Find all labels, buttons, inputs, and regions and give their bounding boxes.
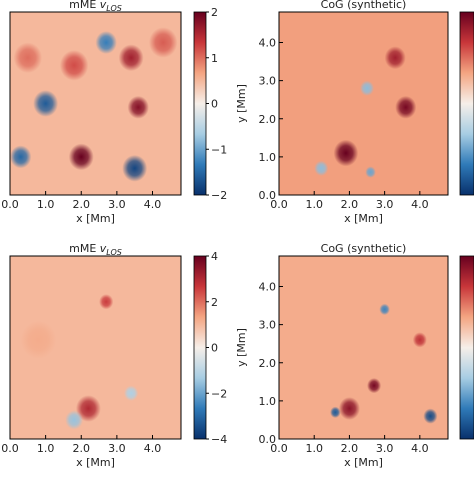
heatmap-background bbox=[279, 12, 448, 195]
plot-frame bbox=[9, 11, 182, 196]
y-axis-label: y [Mm] bbox=[235, 84, 248, 123]
heatmap-feature bbox=[423, 408, 438, 424]
heatmap-feature bbox=[118, 44, 144, 72]
heatmap-feature bbox=[10, 145, 32, 169]
heatmap-panel-4: CoG (synthetic) 0.0 1.0 2.0 3.0 4.0 x [Mm] 4.0 3… bbox=[235, 242, 474, 469]
panel-title: mME vLOS bbox=[69, 0, 122, 13]
y-tick-label: 2.0 bbox=[259, 357, 277, 370]
plot-frame bbox=[278, 11, 449, 196]
y-tick-label: 0.0 bbox=[259, 189, 277, 202]
x-tick-label: 1.0 bbox=[37, 198, 55, 211]
heatmap-feature bbox=[333, 139, 359, 167]
heatmap-background bbox=[279, 256, 448, 439]
heatmap-feature bbox=[124, 385, 139, 401]
heatmap-feature bbox=[412, 332, 427, 348]
x-tick-label: 2.0 bbox=[341, 442, 359, 455]
x-tick-label: 4.0 bbox=[411, 442, 429, 455]
x-tick-label: 4.0 bbox=[144, 442, 162, 455]
plot-frame bbox=[9, 255, 182, 440]
heatmap-feature bbox=[122, 154, 148, 182]
x-axis-label: x [Mm] bbox=[76, 212, 115, 225]
colorbar-tick-label: 0 bbox=[211, 98, 218, 111]
heatmap-feature bbox=[379, 303, 390, 316]
heatmap-feature bbox=[367, 378, 382, 394]
y-tick-label: 3.0 bbox=[259, 319, 277, 332]
heatmap-feature bbox=[359, 80, 375, 96]
colorbar-tick-label: 2 bbox=[211, 296, 218, 309]
colorbar-tick-label: 1 bbox=[211, 52, 218, 65]
x-tick-label: 4.0 bbox=[144, 198, 162, 211]
colorbar-tick-label: −2 bbox=[211, 387, 227, 400]
heatmap-feature bbox=[95, 31, 117, 54]
x-tick-label: 2.0 bbox=[73, 442, 91, 455]
x-axis-label: x [Mm] bbox=[344, 212, 383, 225]
panel-title: mME vLOS bbox=[69, 242, 122, 257]
y-tick-label: 1.0 bbox=[259, 151, 277, 164]
x-axis-label: x [Mm] bbox=[344, 456, 383, 469]
title-variable: v bbox=[100, 0, 107, 11]
x-tick-label: 0.0 bbox=[270, 442, 288, 455]
colorbar-tick-label: −2 bbox=[211, 189, 227, 202]
heatmap-feature bbox=[59, 50, 89, 81]
panel-title: CoG (synthetic) bbox=[321, 242, 407, 255]
colorbar-tick-label: 2 bbox=[211, 6, 218, 19]
colorbar bbox=[459, 11, 474, 196]
heatmap-feature bbox=[20, 320, 57, 359]
y-tick-label: 0.0 bbox=[259, 433, 277, 446]
x-tick-label: 0.0 bbox=[270, 198, 288, 211]
heatmap-feature bbox=[314, 160, 329, 176]
title-subscript: LOS bbox=[106, 4, 122, 13]
y-tick-label: 4.0 bbox=[259, 281, 277, 294]
heatmap-feature bbox=[13, 42, 43, 73]
plot-frame bbox=[278, 255, 449, 440]
x-tick-label: 0.0 bbox=[1, 442, 19, 455]
x-tick-label: 2.0 bbox=[341, 198, 359, 211]
colorbar-tick-label: 4 bbox=[211, 250, 218, 263]
x-tick-label: 3.0 bbox=[376, 198, 394, 211]
heatmap-feature bbox=[68, 143, 94, 171]
colorbar bbox=[193, 11, 207, 196]
heatmap-feature bbox=[384, 46, 406, 70]
x-tick-label: 3.0 bbox=[376, 442, 394, 455]
y-tick-label: 4.0 bbox=[259, 37, 277, 50]
heatmap-feature bbox=[75, 395, 101, 422]
heatmap-feature bbox=[65, 410, 84, 430]
colorbar-tick-label: −1 bbox=[211, 143, 227, 156]
heatmap-feature bbox=[127, 95, 149, 119]
heatmap-feature bbox=[148, 27, 178, 58]
heatmap-feature bbox=[99, 294, 114, 310]
x-tick-label: 0.0 bbox=[1, 198, 19, 211]
heatmap-feature bbox=[33, 90, 59, 117]
x-tick-label: 3.0 bbox=[108, 442, 126, 455]
heatmap-panel-2: CoG (synthetic) 0.0 1.0 2.0 3.0 4.0 x [Mm] 4.0 3… bbox=[235, 0, 474, 225]
heatmap-feature bbox=[365, 166, 376, 178]
colorbar bbox=[459, 255, 474, 440]
y-tick-label: 2.0 bbox=[259, 113, 277, 126]
heatmap-panel-1: mME vLOS 0.0 1.0 2.0 3.0 4.0 x [Mm] 2 1 0 −1 −2 bbox=[1, 0, 227, 225]
colorbar-tick-label: 0 bbox=[211, 342, 218, 355]
y-tick-label: 3.0 bbox=[259, 75, 277, 88]
heatmap-panel-3: mME vLOS 0.0 1.0 2.0 3.0 4.0 x [Mm] 4 2 0 −2 −4 bbox=[1, 242, 227, 469]
x-tick-label: 1.0 bbox=[305, 198, 323, 211]
x-tick-label: 4.0 bbox=[411, 198, 429, 211]
y-axis-label: y [Mm] bbox=[235, 328, 248, 367]
title-variable: v bbox=[100, 242, 107, 255]
heatmap-feature bbox=[338, 397, 360, 420]
heatmap-feature bbox=[330, 406, 341, 419]
panel-title: CoG (synthetic) bbox=[321, 0, 407, 11]
y-tick-label: 1.0 bbox=[259, 395, 277, 408]
x-tick-label: 3.0 bbox=[108, 198, 126, 211]
x-tick-label: 1.0 bbox=[37, 442, 55, 455]
colorbar-tick-label: −4 bbox=[211, 433, 227, 446]
x-tick-label: 2.0 bbox=[73, 198, 91, 211]
x-tick-label: 1.0 bbox=[305, 442, 323, 455]
x-axis-label: x [Mm] bbox=[76, 456, 115, 469]
title-subscript: LOS bbox=[106, 248, 122, 257]
heatmap-feature bbox=[395, 95, 417, 119]
colorbar bbox=[193, 255, 207, 440]
